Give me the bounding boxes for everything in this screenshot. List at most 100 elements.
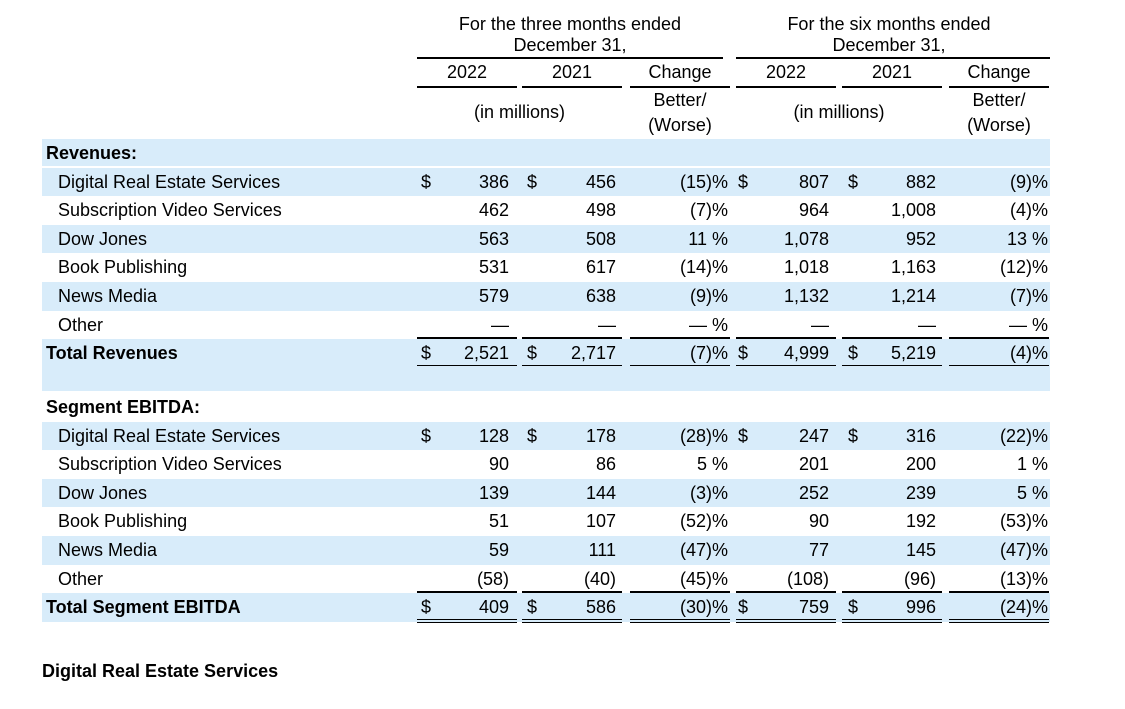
rule-2021-six xyxy=(842,86,942,88)
ebitda-section-title: Segment EBITDA: xyxy=(46,397,201,417)
rule-2021-three xyxy=(522,86,622,88)
change-six-months: (9)% xyxy=(1009,171,1048,192)
total-three-months-2022: 2,521 xyxy=(463,343,509,364)
value-six-months-2022: 247 xyxy=(798,425,829,446)
currency-symbol: $ xyxy=(848,597,859,618)
value-three-months-2022: 563 xyxy=(478,228,509,249)
value-three-months-2021: 144 xyxy=(585,482,616,503)
change-three-months: (52)% xyxy=(679,511,728,532)
revenues-row-band xyxy=(42,282,1050,311)
value-three-months-2022: 579 xyxy=(478,286,509,306)
value-three-months-2022: 531 xyxy=(478,257,509,278)
ebitda-row-label: News Media xyxy=(58,540,158,560)
value-three-months-2021: 111 xyxy=(588,540,616,560)
value-three-months-2022: (58) xyxy=(476,568,509,589)
value-six-months-2021: 145 xyxy=(905,540,936,560)
value-three-months-2021: 508 xyxy=(585,228,616,249)
ebitda-row-band xyxy=(42,536,1050,565)
value-six-months-2022: 1,132 xyxy=(783,286,829,306)
ebitda-total-double-rule xyxy=(522,619,622,624)
better-six-months: Better/ xyxy=(972,90,1026,110)
ebitda-total-double-rule xyxy=(630,619,730,624)
change-six-months: (47)% xyxy=(999,540,1048,560)
revenues-row-label: Other xyxy=(58,314,104,335)
units-three-months: (in millions) xyxy=(473,102,565,122)
currency-symbol: $ xyxy=(527,171,538,192)
value-six-months-2021: 952 xyxy=(905,228,936,249)
value-three-months-2022: — xyxy=(491,314,509,335)
change-six-months: (12)% xyxy=(999,257,1048,278)
section-title-digital-real-estate: Digital Real Estate Services xyxy=(42,661,279,681)
currency-symbol: $ xyxy=(527,425,538,446)
currency-symbol: $ xyxy=(527,597,538,618)
change-three-months: (3)% xyxy=(689,482,728,503)
value-six-months-2021: 200 xyxy=(905,454,936,475)
change-six-months: 1 % xyxy=(1016,454,1048,475)
change-three-months: (14)% xyxy=(679,257,728,278)
revenues-subtotal-rule xyxy=(522,337,622,339)
value-three-months-2022: 90 xyxy=(488,454,509,475)
change-six-months: 13 % xyxy=(1006,228,1048,249)
revenues-subtotal-rule xyxy=(949,337,1049,339)
value-six-months-2022: (108) xyxy=(786,568,829,589)
ebitda-total-double-rule xyxy=(736,619,836,624)
currency-symbol: $ xyxy=(421,425,432,446)
total-six-months-2022: 4,999 xyxy=(783,343,829,364)
change-three-months: (47)% xyxy=(679,540,728,560)
currency-symbol: $ xyxy=(848,343,859,364)
ebitda-subtotal-rule xyxy=(842,591,942,593)
value-three-months-2021: 498 xyxy=(585,200,616,221)
value-three-months-2021: — xyxy=(598,314,616,335)
ebitda-row-label: Dow Jones xyxy=(58,482,148,503)
revenues-subtotal-rule xyxy=(736,337,836,339)
worse-three-months: (Worse) xyxy=(648,115,712,135)
value-six-months-2022: 201 xyxy=(798,454,829,475)
currency-symbol: $ xyxy=(421,171,432,192)
revenues-row-label: Subscription Video Services xyxy=(58,200,282,221)
value-six-months-2022: — xyxy=(811,314,829,335)
revenues-subtotal-rule xyxy=(417,337,517,339)
year-2022-three-months: 2022 xyxy=(446,62,488,82)
ebitda-subtotal-rule xyxy=(630,591,730,593)
value-six-months-2022: 1,078 xyxy=(783,228,829,249)
header-rule-three-months xyxy=(417,57,723,59)
value-six-months-2021: — xyxy=(918,314,936,335)
value-six-months-2021: 316 xyxy=(905,425,936,446)
value-three-months-2021: (40) xyxy=(583,568,616,589)
value-six-months-2021: 1,163 xyxy=(890,257,936,278)
value-six-months-2021: 1,008 xyxy=(890,200,936,221)
ebitda-row-label: Subscription Video Services xyxy=(58,454,282,475)
total-three-months-2021: 2,717 xyxy=(570,343,616,364)
change-three-months: (28)% xyxy=(679,425,728,446)
worse-six-months: (Worse) xyxy=(967,115,1031,135)
currency-symbol: $ xyxy=(421,597,432,618)
value-three-months-2022: 462 xyxy=(478,200,509,221)
better-three-months: Better/ xyxy=(653,90,707,110)
total-change-three-months: (7)% xyxy=(689,343,728,364)
rule-2022-six xyxy=(736,86,836,88)
ebitda-row-label: Book Publishing xyxy=(58,511,188,532)
value-six-months-2022: 807 xyxy=(798,171,829,192)
value-three-months-2022: 139 xyxy=(478,482,509,503)
revenues-row-band xyxy=(42,167,1050,197)
revenues-total-label: Total Revenues xyxy=(46,343,178,364)
value-three-months-2021: 107 xyxy=(585,511,616,532)
change-three-months: (9)% xyxy=(689,286,728,306)
ebitda-subtotal-rule xyxy=(949,591,1049,593)
total-change-six-months: (4)% xyxy=(1009,343,1048,364)
year-2021-three-months: 2021 xyxy=(551,62,593,82)
value-six-months-2022: 1,018 xyxy=(783,257,829,278)
ebitda-total-band xyxy=(42,593,1050,622)
ebitda-total-double-rule xyxy=(842,619,942,624)
revenues-row-label: Dow Jones xyxy=(58,228,148,249)
change-three-months: 11 % xyxy=(688,228,728,249)
change-six-months: (22)% xyxy=(999,425,1048,446)
total-six-months-2022: 759 xyxy=(798,597,829,618)
revenues-row-label: Digital Real Estate Services xyxy=(58,171,281,192)
change-three-months: (45)% xyxy=(679,568,728,589)
units-six-months: (in millions) xyxy=(793,102,885,122)
year-2021-six-months: 2021 xyxy=(871,62,913,82)
total-six-months-2021: 5,219 xyxy=(890,343,936,364)
ebitda-subtotal-rule xyxy=(736,591,836,593)
